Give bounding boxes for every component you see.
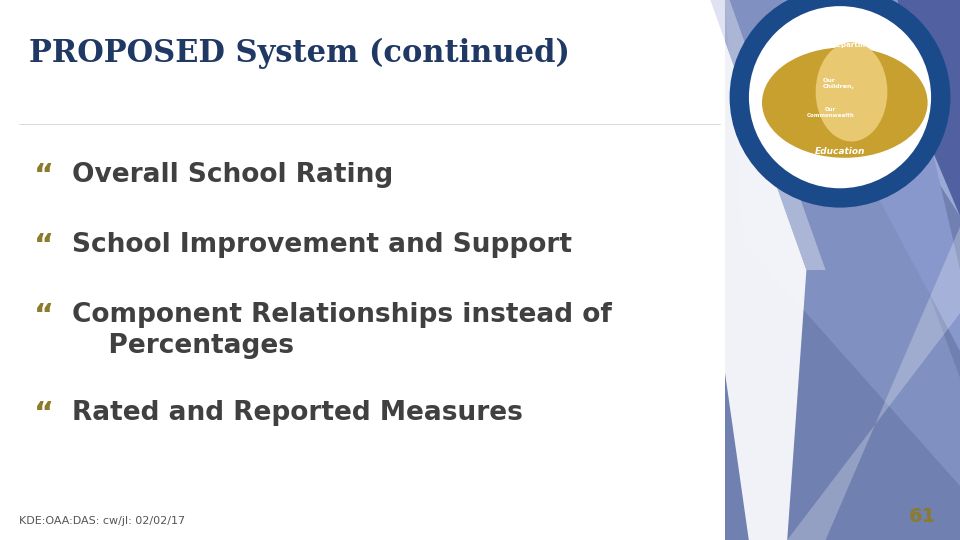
Ellipse shape xyxy=(749,6,931,188)
Text: “: “ xyxy=(34,232,54,261)
Ellipse shape xyxy=(816,42,887,141)
Text: KDE:OAA:DAS: cw/jl: 02/02/17: KDE:OAA:DAS: cw/jl: 02/02/17 xyxy=(19,516,185,526)
Polygon shape xyxy=(672,0,806,540)
Text: Component Relationships instead of
    Percentages: Component Relationships instead of Perce… xyxy=(72,302,612,360)
Text: Our
Commonwealth: Our Commonwealth xyxy=(806,107,854,118)
Polygon shape xyxy=(787,227,960,540)
Text: PROPOSED System (continued): PROPOSED System (continued) xyxy=(29,38,569,69)
Text: School Improvement and Support: School Improvement and Support xyxy=(72,232,572,258)
Text: Education: Education xyxy=(815,147,865,157)
Polygon shape xyxy=(869,0,960,216)
Text: Our
Children,: Our Children, xyxy=(823,78,854,89)
Polygon shape xyxy=(763,0,960,216)
Text: Overall School Rating: Overall School Rating xyxy=(72,162,394,188)
Polygon shape xyxy=(782,0,960,351)
Text: “: “ xyxy=(34,302,54,332)
Text: “: “ xyxy=(34,400,54,429)
Polygon shape xyxy=(710,0,826,270)
Bar xyxy=(725,0,960,540)
Bar xyxy=(0,0,706,540)
Polygon shape xyxy=(725,0,960,486)
Text: 61: 61 xyxy=(909,508,936,526)
Ellipse shape xyxy=(762,48,927,158)
Text: Rated and Reported Measures: Rated and Reported Measures xyxy=(72,400,523,426)
Text: Kentucky Department of: Kentucky Department of xyxy=(791,42,889,48)
Ellipse shape xyxy=(730,0,950,207)
Text: “: “ xyxy=(34,162,54,191)
